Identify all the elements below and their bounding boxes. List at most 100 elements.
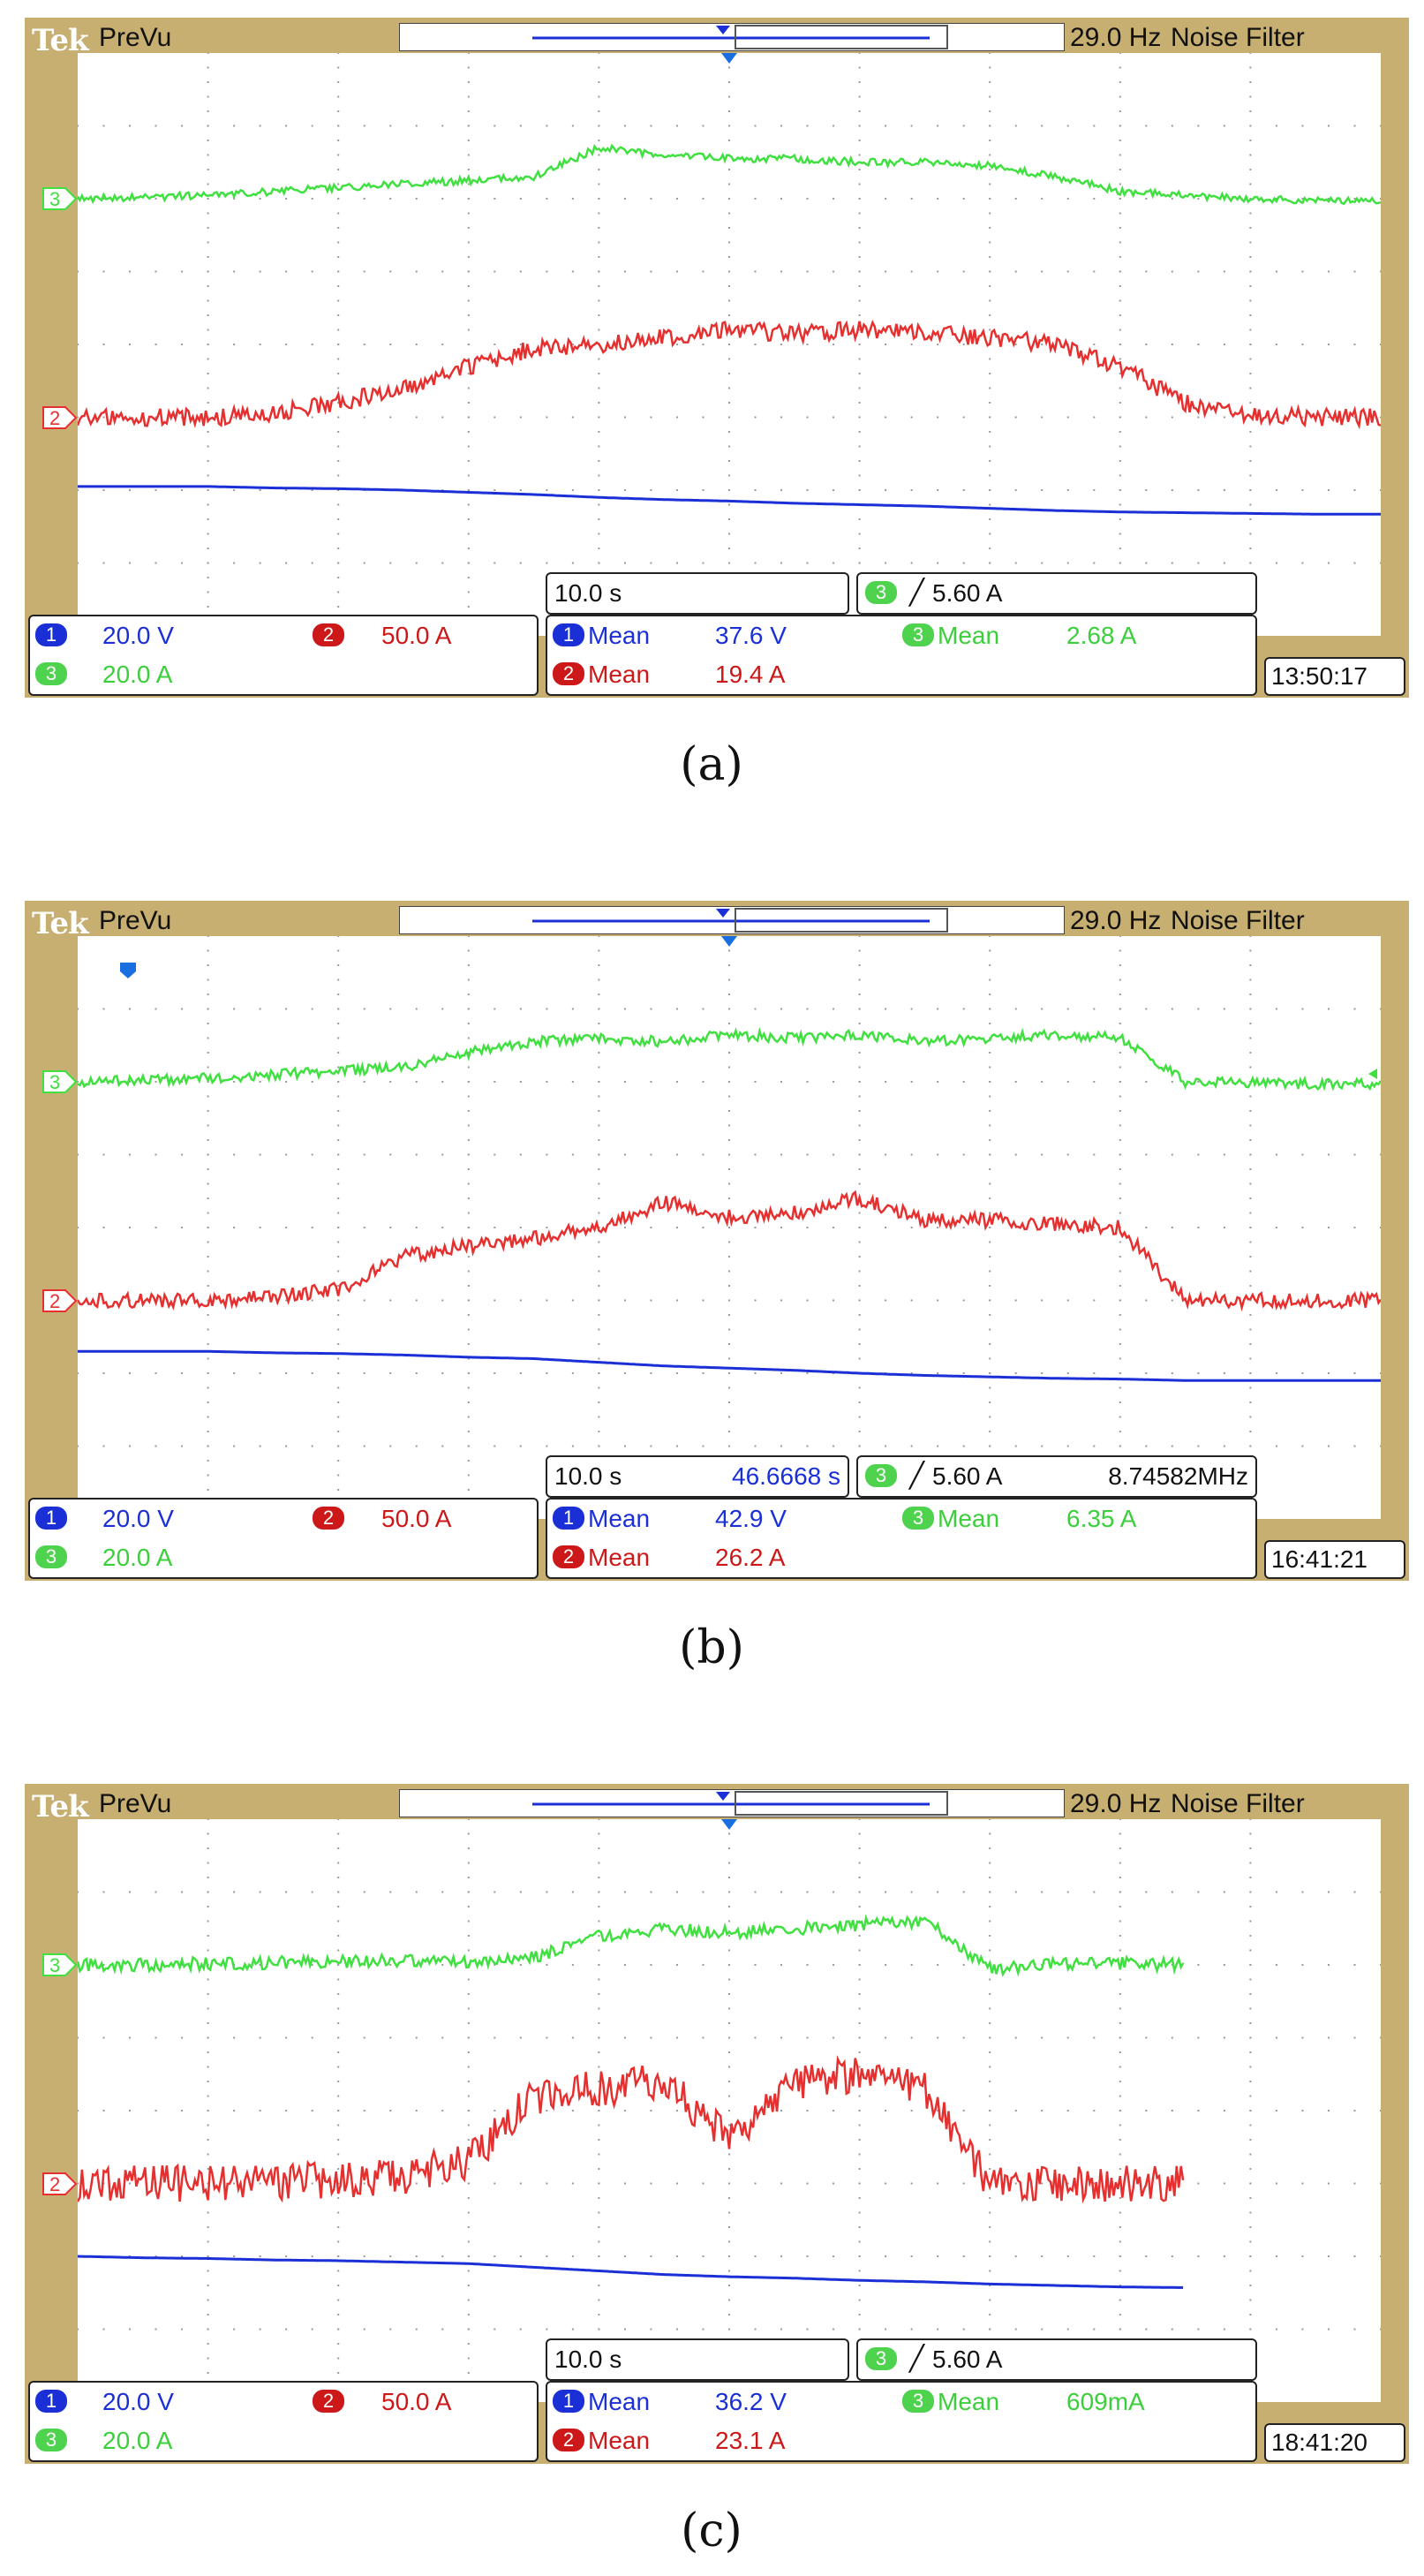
grid-dot — [494, 198, 496, 200]
grid-dot — [858, 1095, 861, 1098]
grid-dot — [337, 1197, 340, 1199]
grid-dot — [207, 1431, 209, 1432]
ch2-badge: 2 — [553, 2429, 584, 2451]
grid-dot — [441, 270, 444, 273]
grid-dot — [1197, 2255, 1200, 2257]
grid-dot — [910, 1299, 913, 1302]
grid-dot — [1380, 489, 1381, 491]
grid-dot — [285, 1227, 288, 1228]
ch2-ground-marker[interactable]: 2 — [42, 405, 78, 429]
grid-dot — [337, 329, 340, 331]
grid-dot — [441, 1891, 444, 1893]
grid-dot — [1171, 1964, 1173, 1966]
grid-dot — [1197, 344, 1200, 345]
grid-dot — [285, 1891, 288, 1893]
grid-dot — [337, 2328, 340, 2330]
grid-dot — [337, 2066, 340, 2068]
grid-dot — [1249, 2066, 1252, 2068]
grid-dot — [207, 2343, 209, 2345]
grid-dot — [989, 125, 991, 127]
grid-dot — [571, 489, 574, 491]
grid-dot — [1119, 2197, 1121, 2199]
grid-dot — [494, 1891, 496, 1893]
grid-dot — [467, 1110, 470, 1112]
grid-dot — [650, 416, 652, 419]
ch3-ground-marker[interactable]: 3 — [42, 1070, 78, 1093]
grid-dot — [780, 1227, 783, 1228]
grid-dot — [1249, 1256, 1252, 1258]
grid-dot — [389, 2255, 392, 2257]
record-view-graphic — [532, 1791, 948, 1816]
grid-dot — [467, 2299, 470, 2301]
grid-dot — [858, 1906, 861, 1907]
grid-dot — [467, 2372, 470, 2374]
grid-dot — [1119, 503, 1121, 506]
ground-marker-label: 2 — [49, 2173, 60, 2195]
ground-marker-shape — [42, 1288, 78, 1312]
grid-dot — [207, 1460, 209, 1462]
grid-dot — [1041, 1153, 1044, 1156]
grid-dot — [78, 416, 79, 419]
grid-dot — [598, 489, 600, 491]
grid-dot — [728, 1314, 730, 1316]
grid-dot — [623, 2255, 626, 2257]
grid-dot — [467, 2343, 470, 2345]
grid-dot — [1171, 270, 1173, 273]
grid-dot — [1119, 1153, 1121, 1156]
clock-time: 18:41:20 — [1271, 2429, 1367, 2456]
grid-dot — [571, 1372, 574, 1374]
grid-dot — [1249, 562, 1252, 564]
grid-dot — [728, 1124, 730, 1127]
grid-dot — [858, 1877, 861, 1878]
grid-dot — [519, 270, 522, 273]
ch2-ground-marker[interactable]: 2 — [42, 2172, 78, 2195]
grid-dot — [833, 1081, 835, 1083]
grid-dot — [623, 2328, 626, 2330]
grid-dot — [728, 2182, 730, 2185]
grid-dot — [181, 2328, 184, 2330]
grid-dot — [311, 1891, 313, 1893]
grid-dot — [989, 460, 991, 462]
ch2-ground-marker[interactable]: 2 — [42, 1288, 78, 1312]
grid-dot — [337, 1935, 340, 1937]
grid-dot — [1301, 2255, 1304, 2257]
ch3-ground-marker[interactable]: 3 — [42, 187, 78, 210]
grid-dot — [1145, 270, 1148, 273]
grid-dot — [233, 416, 236, 419]
grid-dot — [702, 562, 704, 564]
grid-dot — [1275, 2036, 1277, 2039]
grid-dot — [467, 2314, 470, 2315]
grid-dot — [910, 562, 913, 564]
grid-dot — [598, 1066, 600, 1069]
grid-dot — [728, 227, 730, 229]
grid-dot — [467, 606, 470, 608]
grid-dot — [1380, 344, 1381, 345]
grid-dot — [858, 344, 861, 345]
grid-dot — [1353, 562, 1356, 564]
grid-dot — [1380, 562, 1381, 564]
view-window — [735, 1791, 948, 1816]
grid-dot — [1380, 1153, 1381, 1156]
trigger-frequency: 8.74582MHz — [1108, 1462, 1248, 1490]
grid-dot — [598, 2285, 600, 2286]
grid-dot — [885, 562, 887, 564]
grid-dot — [728, 66, 730, 69]
grid-dot — [1066, 489, 1069, 491]
grid-dot — [207, 2081, 209, 2082]
grid-dot — [1119, 1328, 1121, 1331]
grid-dot — [728, 95, 730, 98]
grid-dot — [337, 1978, 340, 1981]
ch2-scale: 50.0 A — [381, 1505, 452, 1532]
grid-dot — [129, 2110, 132, 2111]
grid-dot — [207, 2007, 209, 2010]
grid-dot — [259, 2036, 261, 2039]
grid-dot — [728, 518, 730, 520]
grid-dot — [806, 1964, 809, 1966]
grid-dot — [102, 2036, 105, 2039]
grid-dot — [1119, 1862, 1121, 1864]
ch3-ground-marker[interactable]: 3 — [42, 1953, 78, 1976]
measurement-label: Mean — [588, 2427, 651, 2454]
grid-dot — [598, 1153, 600, 1156]
grid-dot — [207, 2066, 209, 2068]
grid-dot — [1093, 2328, 1096, 2330]
